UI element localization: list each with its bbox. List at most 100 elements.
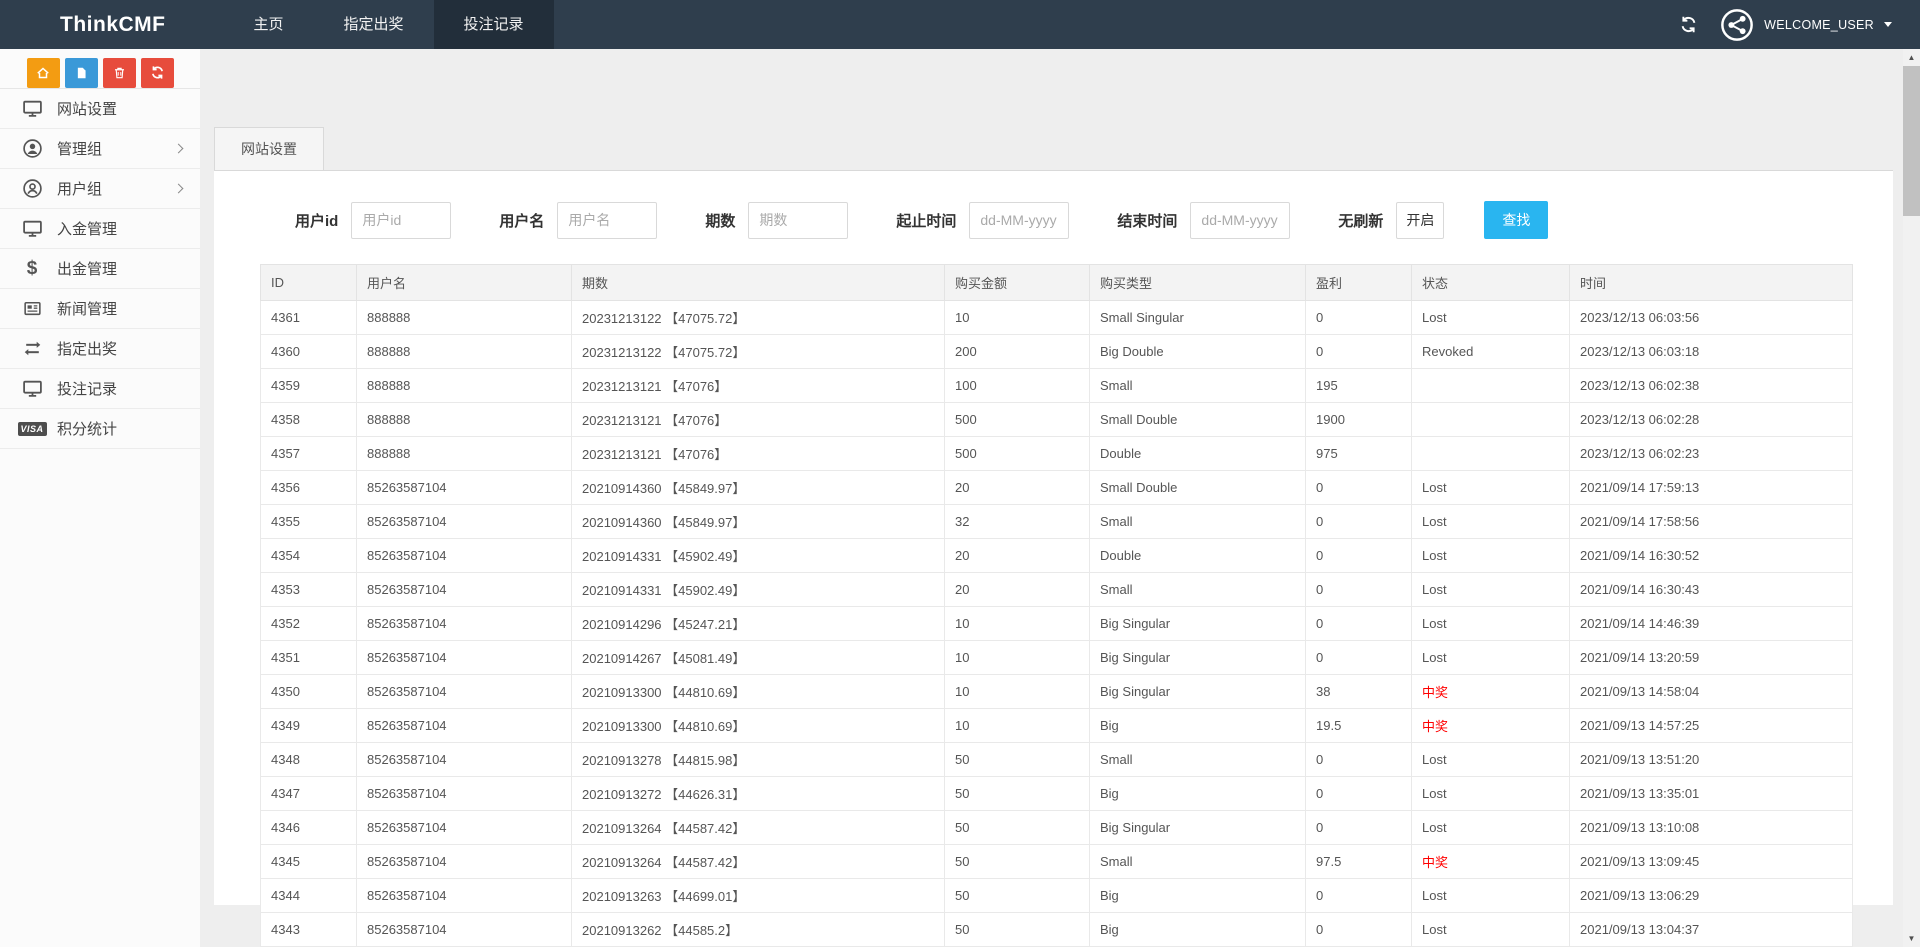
cell-type: Double	[1089, 538, 1306, 573]
exchange-arrows-icon	[20, 338, 44, 359]
table-row: 4352 85263587104 20210914296 【45247.21】 10 B…	[260, 606, 1853, 641]
cell-type: Small Double	[1089, 470, 1306, 505]
cell-time: 2021/09/14 16:30:43	[1569, 572, 1853, 607]
sidebar-item-bet-records[interactable]: 投注记录	[0, 369, 200, 409]
sidebar-item-assign-prize[interactable]: 指定出奖	[0, 329, 200, 369]
cell-id: 4347	[260, 776, 357, 811]
cell-period: 20210913300 【44810.69】	[571, 674, 945, 709]
cell-period: 20210913272 【44626.31】	[571, 776, 945, 811]
cell-profit: 0	[1305, 334, 1412, 369]
end-time-input[interactable]	[1190, 201, 1291, 239]
nav-items: 主页 指定出奖 投注记录	[223, 0, 554, 49]
cell-period: 20231213121 【47076】	[571, 402, 945, 437]
column-header: 盈利	[1305, 264, 1412, 301]
cell-period: 20231213122 【47075.72】	[571, 334, 945, 369]
table-row: 4358 888888 20231213121 【47076】 500 Small Do…	[260, 402, 1853, 437]
cell-amount: 50	[944, 878, 1090, 913]
table-row: 4359 888888 20231213121 【47076】 100 Small 195…	[260, 368, 1853, 403]
table-row: 4343 85263587104 20210913262 【44585.2】 50 Bi…	[260, 912, 1853, 947]
cell-time: 2021/09/13 13:51:20	[1569, 742, 1853, 777]
cell-id: 4358	[260, 402, 357, 437]
period-input[interactable]	[748, 201, 849, 239]
nav-item[interactable]: 指定出奖	[343, 16, 404, 33]
cell-amount: 10	[944, 708, 1090, 743]
cell-id: 4346	[260, 810, 357, 845]
nav-item[interactable]: 主页	[253, 16, 284, 33]
cell-username: 888888	[356, 436, 572, 471]
sidebar-item-news[interactable]: 新闻管理	[0, 289, 200, 329]
cell-username: 85263587104	[356, 742, 572, 777]
sidebar-item-user-group[interactable]: 用户组	[0, 169, 200, 209]
file-button[interactable]	[64, 57, 98, 88]
nav-item[interactable]: 投注记录	[433, 0, 554, 49]
cell-id: 4353	[260, 572, 357, 607]
cell-amount: 32	[944, 504, 1090, 539]
table-row: 4353 85263587104 20210914331 【45902.49】 20 S…	[260, 572, 1853, 607]
start-time-input[interactable]	[969, 201, 1070, 239]
cell-username: 85263587104	[356, 844, 572, 879]
search-fields: 用户id 用户名 期数 起止时间 结束时间	[295, 201, 1338, 239]
caret-down-icon	[1884, 22, 1892, 27]
sidebar-item-label: 网站设置	[57, 101, 118, 118]
cell-id: 4352	[260, 606, 357, 641]
file-icon	[77, 67, 86, 78]
scrollbar-thumb[interactable]	[1903, 66, 1920, 216]
cell-time: 2021/09/14 17:59:13	[1569, 470, 1853, 505]
scroll-up-arrow[interactable]: ▲	[1907, 53, 1916, 62]
sidebar-item-site-settings[interactable]: 网站设置	[0, 89, 200, 129]
cell-time: 2021/09/13 13:04:37	[1569, 912, 1853, 947]
cell-type: Small	[1089, 368, 1306, 403]
sidebar-item-deposit[interactable]: 入金管理	[0, 209, 200, 249]
cell-status	[1411, 436, 1570, 471]
username-label: WELCOME_USER	[1764, 17, 1874, 32]
cell-id: 4345	[260, 844, 357, 879]
cell-amount: 10	[944, 640, 1090, 675]
refresh-icon[interactable]	[1679, 15, 1698, 34]
table-row: 4350 85263587104 20210913300 【44810.69】 10 B…	[260, 674, 1853, 709]
cell-profit: 0	[1305, 640, 1412, 675]
sidebar-item-points-stats[interactable]: VISA 积分统计	[0, 409, 200, 449]
cell-profit: 975	[1305, 436, 1412, 471]
brand-logo[interactable]: ThinkCMF	[60, 13, 166, 36]
username-input[interactable]	[557, 201, 658, 239]
cell-username: 85263587104	[356, 810, 572, 845]
search-form: 用户id 用户名 期数 起止时间 结束时间 无刷新 开启 查找	[295, 201, 1853, 239]
sidebar-item-label: 积分统计	[57, 421, 118, 438]
cell-period: 20210913264 【44587.42】	[571, 844, 945, 879]
table-row: 4356 85263587104 20210914360 【45849.97】 20 S…	[260, 470, 1853, 505]
cell-time: 2021/09/13 13:09:45	[1569, 844, 1853, 879]
cell-amount: 50	[944, 912, 1090, 947]
table-row: 4351 85263587104 20210914267 【45081.49】 10 B…	[260, 640, 1853, 675]
user-id-input[interactable]	[351, 201, 452, 239]
cell-type: Big	[1089, 708, 1306, 743]
cell-period: 20210914331 【45902.49】	[571, 572, 945, 607]
sidebar-item-label: 新闻管理	[57, 301, 118, 318]
cell-status: Lost	[1411, 776, 1570, 811]
recycle-icon	[151, 66, 163, 79]
no-refresh-toggle[interactable]: 开启	[1396, 201, 1445, 239]
home-button[interactable]	[26, 57, 60, 88]
sidebar-item-withdrawal[interactable]: $ 出金管理	[0, 249, 200, 289]
vertical-scrollbar[interactable]: ▲ ▼	[1903, 49, 1920, 947]
cell-time: 2021/09/13 14:57:25	[1569, 708, 1853, 743]
cell-status: 中奖	[1411, 708, 1570, 743]
cell-period: 20210914360 【45849.97】	[571, 504, 945, 539]
user-menu[interactable]: WELCOME_USER	[1720, 8, 1892, 42]
cell-time: 2021/09/13 13:35:01	[1569, 776, 1853, 811]
table-row: 4361 888888 20231213122 【47075.72】 10 Small …	[260, 300, 1853, 335]
scroll-down-arrow[interactable]: ▼	[1907, 934, 1916, 943]
cell-type: Small Double	[1089, 402, 1306, 437]
table-row: 4354 85263587104 20210914331 【45902.49】 20 D…	[260, 538, 1853, 573]
cell-period: 20231213121 【47076】	[571, 436, 945, 471]
cell-status	[1411, 368, 1570, 403]
trash-button[interactable]	[102, 57, 136, 88]
cell-type: Big Singular	[1089, 640, 1306, 675]
cell-status: Lost	[1411, 742, 1570, 777]
sidebar-item-admin-group[interactable]: 管理组	[0, 129, 200, 169]
cell-period: 20210914331 【45902.49】	[571, 538, 945, 573]
tab-site-settings[interactable]: 网站设置	[214, 127, 324, 170]
home-icon	[37, 66, 49, 78]
search-button[interactable]: 查找	[1484, 201, 1549, 239]
recycle-button[interactable]	[140, 57, 174, 88]
cell-period: 20210913264 【44587.42】	[571, 810, 945, 845]
